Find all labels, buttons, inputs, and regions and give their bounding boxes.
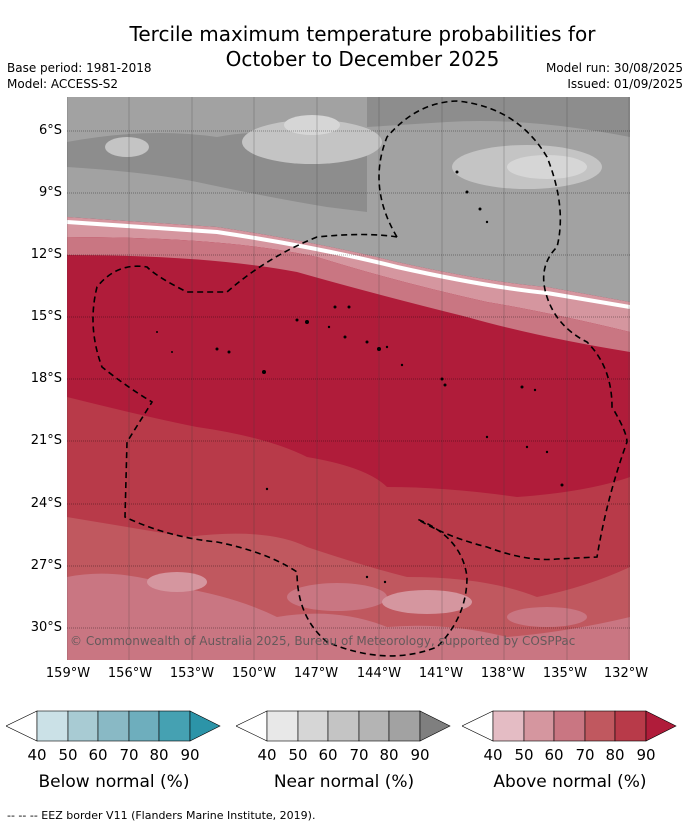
lon-label: 141°W [418, 666, 464, 681]
colorbar-ticks: 40 50 60 70 80 90 [236, 746, 452, 766]
colorbar-ticks: 40 50 60 70 80 90 [6, 746, 222, 766]
colorbar-title: Above normal (%) [493, 772, 647, 792]
colorbar-swatches [5, 710, 221, 742]
colorbar-bin [67, 710, 99, 742]
lat-label: 18°S [30, 371, 62, 386]
lon-label: 150°W [231, 666, 277, 681]
colorbar-bin [327, 710, 360, 742]
colorbar-bin [158, 710, 191, 742]
colorbar-tick: 70 [119, 746, 139, 764]
colorbar-tick: 70 [575, 746, 595, 764]
lat-label: 12°S [30, 247, 62, 262]
colorbar-bin [97, 710, 130, 742]
above-50-patch [67, 579, 127, 615]
eez-border-east [378, 100, 628, 561]
colorbar-extend-high [189, 710, 221, 742]
near-normal-dark-ne [367, 97, 630, 137]
colorbar-bin [492, 710, 525, 742]
colorbar-swatches [461, 710, 677, 742]
colorbar-tick: 40 [483, 746, 503, 764]
map-title: Tercile maximum temperature probabilitie… [0, 22, 690, 72]
colorbar-bin [553, 710, 586, 742]
probability-map [67, 97, 630, 660]
lat-label: 30°S [30, 620, 62, 635]
lat-label: 27°S [30, 558, 62, 573]
colorbar-tick: 90 [180, 746, 200, 764]
tercile-boundary [67, 220, 630, 309]
colorbar-extend-low [461, 710, 494, 742]
colorbar-tick: 40 [27, 746, 47, 764]
title-line-2: October to December 2025 [225, 47, 500, 71]
colorbar-bin [358, 710, 390, 742]
colorbar-title: Below normal (%) [38, 772, 190, 792]
eez-borders [92, 100, 628, 657]
eez-legend-note: -- -- -- EEZ border V11 (Flanders Marine… [7, 809, 316, 822]
lat-label: 9°S [38, 185, 62, 200]
transition-band-2 [67, 237, 630, 352]
meta-right: Model run: 30/08/2025 Issued: 01/09/2025 [546, 60, 683, 92]
colorbar-below-normal: 40 50 60 70 80 90 Below normal (%) [5, 710, 222, 792]
colorbar-tick: 80 [605, 746, 625, 764]
near-normal-lighter [507, 155, 587, 179]
lat-label: 21°S [30, 433, 62, 448]
issued-date: Issued: 01/09/2025 [567, 77, 683, 91]
colorbar-tick: 60 [318, 746, 338, 764]
transition-band [67, 217, 630, 332]
map-canvas [67, 97, 630, 660]
colorbar-bin [128, 710, 160, 742]
colorbar-above-normal: 40 50 60 70 80 90 Above normal (%) [461, 710, 678, 792]
colorbar-tick: 70 [349, 746, 369, 764]
model-name: Model: ACCESS-S2 [7, 77, 119, 91]
colorbar-swatches [235, 710, 451, 742]
colorbar-tick: 80 [379, 746, 399, 764]
colorbar-extend-high [419, 710, 451, 742]
lon-label: 147°W [293, 666, 339, 681]
above-50-band [67, 573, 630, 660]
colorbar-tick: 50 [288, 746, 308, 764]
colorbar-tick: 90 [636, 746, 656, 764]
colorbar-tick: 50 [514, 746, 534, 764]
colorbar-bin [297, 710, 329, 742]
colorbar-tick: 50 [58, 746, 78, 764]
model-run: Model run: 30/08/2025 [545, 61, 683, 75]
copyright-notice: © Commonwealth of Australia 2025, Bureau… [70, 634, 576, 648]
colorbar-ticks: 40 50 60 70 80 90 [462, 746, 678, 766]
lon-label: 159°W [45, 666, 91, 681]
near-normal-light [105, 137, 149, 157]
islands [156, 170, 564, 584]
lon-label: 156°W [107, 666, 153, 681]
colorbar-bin [614, 710, 647, 742]
colorbar-bin [36, 710, 69, 742]
colorbar-extend-low [235, 710, 268, 742]
lat-label: 24°S [30, 496, 62, 511]
near-normal-lighter [284, 115, 340, 135]
colorbar-tick: 60 [544, 746, 564, 764]
colorbar-bin [523, 710, 555, 742]
colorbar-tick: 80 [149, 746, 169, 764]
lat-label: 15°S [30, 309, 62, 324]
lon-label: 135°W [542, 666, 588, 681]
lon-label: 132°W [603, 666, 649, 681]
colorbar-tick: 60 [88, 746, 108, 764]
colorbar-extend-high [645, 710, 677, 742]
colorbar-bin [266, 710, 299, 742]
colorbar-bin [584, 710, 616, 742]
colorbar-title: Near normal (%) [273, 772, 415, 792]
colorbar-bin [388, 710, 421, 742]
lat-label: 6°S [38, 123, 62, 138]
lon-label: 138°W [480, 666, 526, 681]
colorbar-tick: 40 [257, 746, 277, 764]
meta-left: Base period: 1981-2018 Model: ACCESS-S2 [7, 60, 152, 92]
colorbar-near-normal: 40 50 60 70 80 90 Near normal (%) [235, 710, 452, 792]
title-line-1: Tercile maximum temperature probabilitie… [129, 22, 596, 46]
base-period: Base period: 1981-2018 [7, 61, 152, 75]
above-40-patch [147, 572, 207, 592]
above-50-patch [507, 607, 587, 627]
lon-label: 144°W [356, 666, 402, 681]
above-40-patch [382, 590, 472, 614]
colorbar-tick: 90 [410, 746, 430, 764]
lon-label: 153°W [169, 666, 215, 681]
colorbar-extend-low [5, 710, 38, 742]
above-50-patch [287, 583, 387, 611]
